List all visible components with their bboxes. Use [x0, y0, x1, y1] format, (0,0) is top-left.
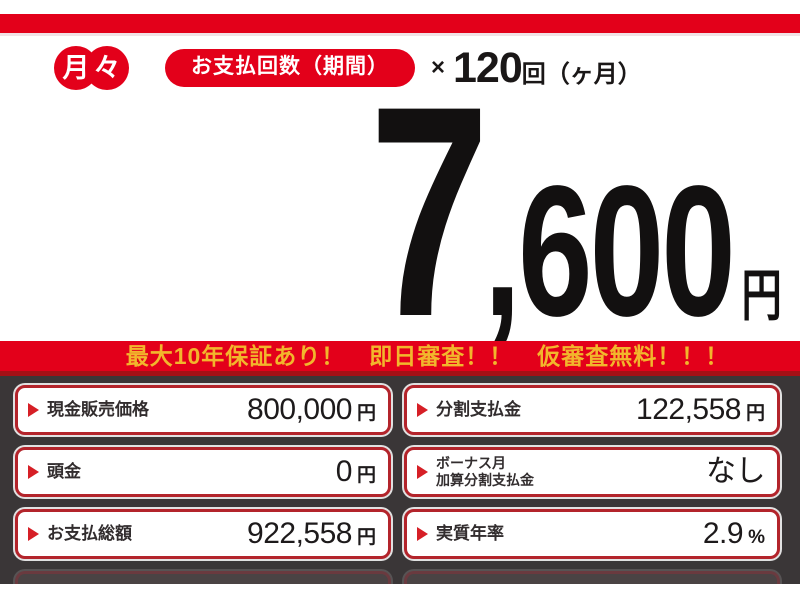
card-value-group: 922,558 円: [247, 519, 376, 549]
monthly-price: 7,600 円: [370, 61, 782, 361]
triangle-bullet-icon: [417, 403, 428, 417]
card-value: 800,000: [247, 393, 352, 426]
payment-details-grid: 現金販売価格 800,000 円分割支払金 122,558 円頭金 0 円ボーナス月 加算分割…: [15, 385, 780, 559]
payment-count-unit: 回（ヶ月）: [521, 60, 642, 88]
card-label: 実質年率: [436, 523, 504, 543]
card-value-suffix: 円: [356, 527, 376, 548]
payment-card: 現金販売価格 800,000 円: [15, 385, 391, 435]
triangle-bullet-icon: [28, 527, 39, 541]
triangle-bullet-icon: [417, 527, 428, 541]
payment-details-section: 現金販売価格 800,000 円分割支払金 122,558 円頭金 0 円ボーナス月 加算分割…: [0, 376, 800, 584]
price-first-digit: 7: [369, 43, 490, 379]
card-label: 現金販売価格: [47, 399, 149, 419]
card-label-group: お支払総額: [28, 523, 132, 544]
monthly-badge-circle-2: 々: [85, 46, 129, 90]
card-label: お支払総額: [47, 523, 132, 543]
triangle-bullet-icon: [28, 403, 39, 417]
card-value-suffix: %: [748, 527, 765, 548]
card-label: ボーナス月 加算分割支払金: [436, 455, 534, 488]
card-value-suffix: 円: [356, 465, 376, 486]
card-stub: [404, 571, 780, 584]
payment-count-number: 120: [453, 43, 523, 92]
payment-card: ボーナス月 加算分割支払金 なし: [404, 447, 780, 497]
card-value: 0: [335, 455, 353, 488]
payment-count: 120 回（ヶ月）: [453, 43, 642, 92]
promo-banner: 最大10年保証あり！ 即日審査！！ 仮審査無料！！！: [0, 341, 800, 376]
card-label: 分割支払金: [436, 399, 521, 419]
card-value-group: 2.9%: [703, 519, 765, 549]
card-value: 2.9: [702, 517, 744, 550]
price-rest-digits: ,600: [483, 148, 736, 355]
card-value: なし: [706, 455, 766, 488]
bottom-margin: [0, 584, 800, 600]
card-label-group: 頭金: [28, 461, 81, 482]
price-currency: 円: [741, 264, 782, 327]
card-value-suffix: 円: [745, 403, 765, 424]
payment-card: 実質年率 2.9%: [404, 509, 780, 559]
card-label: 頭金: [47, 461, 81, 481]
triangle-bullet-icon: [417, 465, 428, 479]
card-value-group: 800,000 円: [247, 395, 376, 425]
card-label-group: ボーナス月 加算分割支払金: [417, 455, 534, 489]
card-label-group: 実質年率: [417, 523, 504, 544]
payment-card: 分割支払金 122,558 円: [404, 385, 780, 435]
multiply-sign: ×: [431, 54, 446, 81]
card-label-group: 分割支払金: [417, 399, 521, 420]
cutoff-card-row: [15, 571, 780, 584]
monthly-badge: 月 々: [54, 46, 129, 90]
card-stub: [15, 571, 391, 584]
payment-count-pill: お支払回数（期間）: [165, 49, 415, 87]
card-label-group: 現金販売価格: [28, 399, 149, 420]
card-value-group: なし: [706, 455, 766, 488]
card-value-group: 122,558 円: [636, 395, 765, 425]
promo-text: 最大10年保証あり！ 即日審査！！ 仮審査無料！！！: [125, 342, 730, 369]
payment-header: 月 々 お支払回数（期間） × 120 回（ヶ月）: [54, 46, 642, 90]
card-value: 122,558: [636, 393, 741, 426]
card-value-suffix: 円: [356, 403, 376, 424]
payment-card: お支払総額 922,558 円: [15, 509, 391, 559]
card-value: 922,558: [247, 517, 352, 550]
top-red-bar: [0, 14, 800, 36]
payment-card: 頭金 0 円: [15, 447, 391, 497]
triangle-bullet-icon: [28, 465, 39, 479]
